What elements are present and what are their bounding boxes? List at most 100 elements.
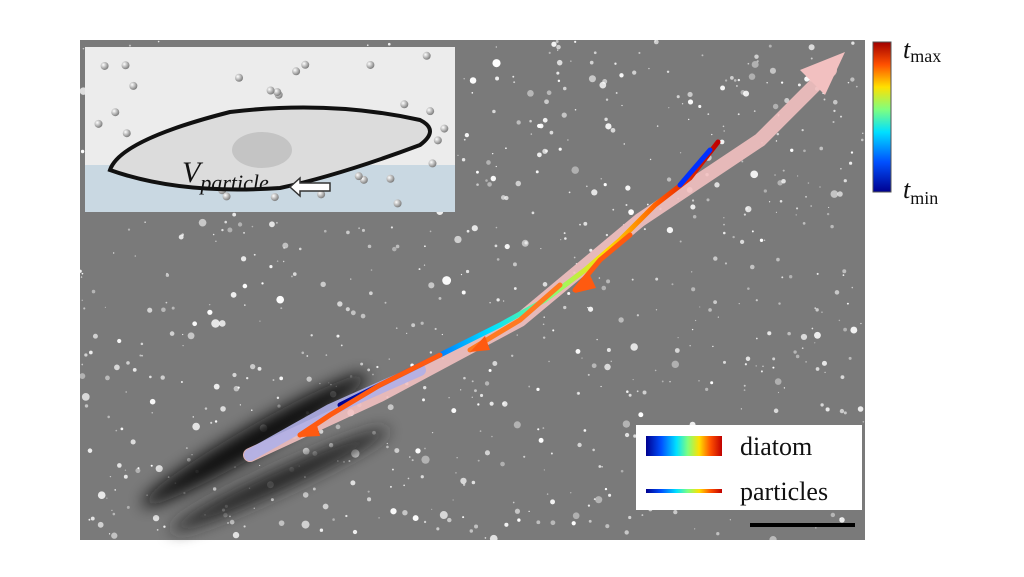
speck bbox=[860, 138, 864, 142]
speck bbox=[514, 508, 521, 514]
bead bbox=[122, 129, 131, 138]
speck bbox=[753, 110, 756, 112]
speck bbox=[638, 412, 644, 418]
speck bbox=[795, 354, 800, 359]
speck bbox=[253, 253, 256, 256]
speck bbox=[495, 46, 497, 48]
speck bbox=[743, 389, 746, 391]
speck bbox=[491, 152, 494, 155]
speck bbox=[610, 127, 616, 133]
speck bbox=[646, 203, 649, 206]
speck bbox=[424, 447, 426, 450]
speck bbox=[439, 511, 448, 520]
speck bbox=[441, 333, 443, 336]
speck bbox=[815, 367, 820, 371]
speck bbox=[127, 228, 131, 231]
speck bbox=[192, 422, 200, 431]
speck bbox=[224, 220, 227, 224]
speck bbox=[623, 143, 626, 145]
speck bbox=[834, 290, 840, 295]
speck bbox=[528, 510, 530, 513]
speck bbox=[376, 365, 379, 369]
speck bbox=[182, 333, 184, 336]
speck bbox=[694, 319, 697, 322]
speck bbox=[411, 323, 416, 328]
speck bbox=[668, 106, 670, 109]
speck bbox=[730, 76, 734, 80]
speck bbox=[250, 363, 256, 370]
speck bbox=[581, 357, 583, 359]
speck bbox=[212, 487, 217, 491]
speck bbox=[471, 380, 474, 383]
speck bbox=[130, 439, 136, 445]
speck bbox=[448, 396, 450, 399]
speck bbox=[502, 402, 505, 405]
speck bbox=[542, 323, 545, 326]
speck bbox=[603, 183, 607, 187]
speck bbox=[688, 118, 690, 121]
speck bbox=[423, 385, 427, 390]
speck bbox=[447, 517, 452, 523]
speck bbox=[583, 221, 588, 226]
speck bbox=[706, 198, 710, 202]
speck bbox=[538, 437, 544, 443]
speck bbox=[512, 262, 517, 267]
speck bbox=[214, 420, 218, 423]
speck bbox=[636, 314, 640, 317]
speck bbox=[141, 354, 144, 357]
speck bbox=[838, 319, 841, 322]
speck bbox=[574, 40, 577, 43]
speck bbox=[751, 230, 754, 233]
speck bbox=[750, 170, 759, 179]
speck bbox=[823, 98, 826, 101]
speck bbox=[595, 496, 603, 504]
particle-arrowheads bbox=[300, 275, 596, 437]
speck bbox=[166, 272, 168, 275]
speck bbox=[694, 528, 696, 530]
speck bbox=[717, 316, 719, 318]
bead bbox=[292, 67, 301, 76]
speck bbox=[604, 363, 611, 371]
speck bbox=[492, 361, 498, 366]
speck bbox=[390, 485, 392, 488]
speck bbox=[156, 528, 159, 531]
speck bbox=[149, 375, 152, 379]
speck bbox=[523, 455, 526, 458]
speck bbox=[850, 151, 854, 154]
speck bbox=[687, 91, 693, 98]
speck bbox=[846, 302, 849, 305]
speck bbox=[161, 307, 166, 313]
speck bbox=[479, 393, 484, 397]
speck bbox=[169, 331, 175, 336]
speck bbox=[738, 303, 740, 305]
speck bbox=[743, 90, 750, 97]
speck bbox=[615, 92, 618, 94]
speck bbox=[788, 275, 793, 279]
speck bbox=[463, 78, 465, 80]
speck bbox=[390, 508, 397, 515]
speck bbox=[825, 407, 830, 412]
speck bbox=[713, 300, 718, 305]
speck bbox=[462, 516, 465, 519]
speck bbox=[626, 390, 629, 393]
legend-label: particles bbox=[740, 477, 828, 506]
speck bbox=[589, 248, 593, 252]
speck bbox=[112, 252, 115, 254]
speck bbox=[471, 225, 478, 232]
speck bbox=[653, 39, 659, 45]
speck bbox=[378, 517, 380, 519]
speck bbox=[824, 371, 826, 374]
speck bbox=[527, 90, 534, 97]
speck bbox=[242, 283, 248, 289]
speck bbox=[850, 326, 858, 334]
speck bbox=[563, 305, 567, 310]
speck bbox=[369, 291, 373, 296]
speck bbox=[120, 427, 124, 431]
speck bbox=[232, 531, 240, 539]
speck bbox=[563, 232, 566, 235]
speck bbox=[819, 146, 824, 151]
speck bbox=[140, 342, 144, 346]
speck bbox=[690, 271, 693, 273]
speck bbox=[795, 214, 797, 216]
speck bbox=[390, 226, 394, 229]
